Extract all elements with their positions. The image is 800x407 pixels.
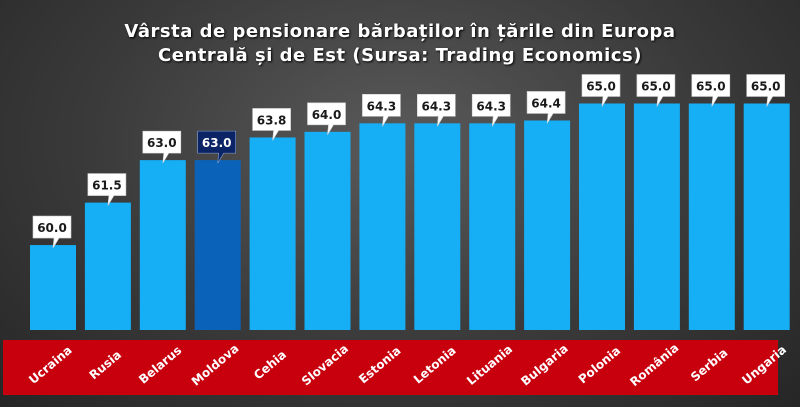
bar-ucraina (30, 245, 76, 330)
value-label-lituania: 64.3 (476, 99, 506, 113)
bar-estonia (359, 123, 406, 330)
value-label-serbia: 65.0 (696, 79, 726, 93)
value-callout-belarus (142, 130, 182, 164)
value-callout-letonia (417, 94, 456, 127)
chart-title-line-1: Vârsta de pensionare bărbaților în țăril… (124, 21, 676, 42)
value-label-cehia: 63.8 (257, 113, 287, 127)
value-callout-ucraina (32, 215, 72, 249)
bar-moldova (194, 160, 241, 330)
value-callout-rusia (87, 173, 127, 206)
bar-rusia (84, 202, 131, 330)
value-callout-ungaria (746, 74, 785, 107)
value-label-polonia: 65.0 (586, 79, 616, 93)
bar-slovacia (304, 131, 351, 330)
bar-bulgaria (524, 120, 571, 330)
bar-lituania (469, 123, 516, 330)
value-label-ungaria: 65.0 (751, 79, 781, 93)
bar-belarus (139, 160, 186, 330)
value-label-moldova: 63.0 (202, 136, 232, 150)
value-callout-polonia (581, 74, 621, 107)
value-label-letonia: 64.3 (421, 99, 451, 113)
value-callout-romania (636, 74, 676, 107)
value-label-rusia: 61.5 (92, 179, 122, 193)
bar-ungaria (743, 103, 790, 330)
value-callout-slovacia (307, 102, 346, 135)
bar-romania (633, 103, 680, 330)
category-label-band (3, 340, 778, 395)
value-label-estonia: 64.3 (367, 99, 397, 113)
bar-serbia (688, 103, 735, 330)
value-callout-cehia (252, 108, 291, 141)
value-label-romania: 65.0 (641, 79, 671, 93)
value-label-slovacia: 64.0 (312, 108, 342, 122)
bar-letonia (414, 123, 461, 330)
value-callout-bulgaria (526, 91, 566, 124)
value-callout-serbia (691, 74, 731, 107)
value-callout-estonia (362, 94, 401, 127)
bar-polonia (579, 103, 625, 330)
value-callout-lituania (471, 94, 511, 127)
value-label-belarus: 63.0 (147, 136, 177, 150)
bar-cehia (249, 137, 296, 330)
value-label-bulgaria: 64.4 (531, 96, 561, 110)
value-label-ucraina: 60.0 (37, 221, 67, 235)
chart-title-line-2: Centrală și de Est (Sursa: Trading Econo… (158, 45, 642, 66)
chart-title: Vârsta de pensionare bărbaților în țăril… (0, 20, 800, 68)
value-callout-moldova (197, 130, 236, 164)
